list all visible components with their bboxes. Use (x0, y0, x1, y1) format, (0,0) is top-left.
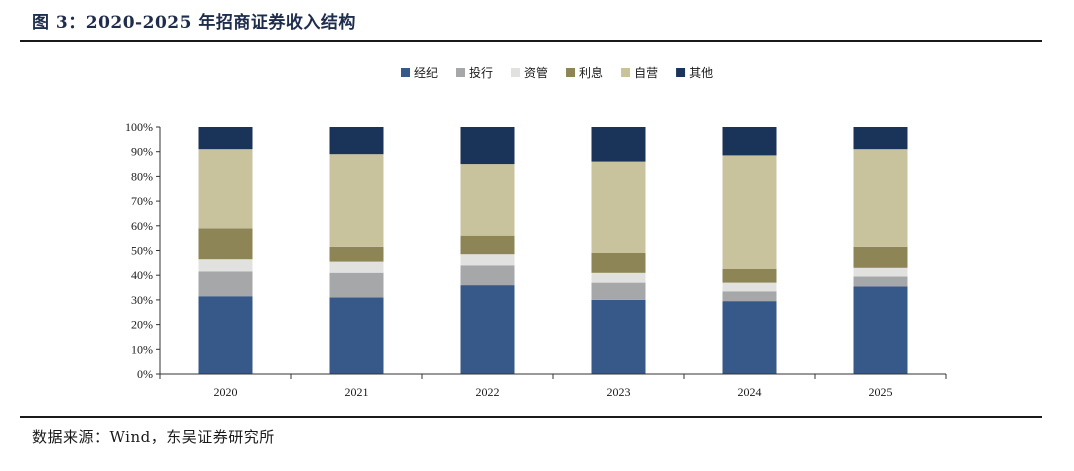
bar-2025-series-4 (853, 149, 908, 247)
legend-label-5: 其他 (689, 66, 713, 80)
bar-2024-series-4 (722, 155, 777, 269)
bar-2022-series-4 (460, 164, 515, 236)
bar-2022-series-3 (460, 235, 515, 255)
bar-2021-series-5 (329, 127, 384, 155)
bar-2020-series-5 (198, 127, 253, 150)
y-axis: 0% 10% 20% 30% 40% 50% 60% 70% 80% 90% 100% (125, 120, 161, 381)
y-tick-label: 40% (131, 268, 153, 282)
y-tick-label: 50% (131, 244, 153, 258)
bar-2021-series-0 (329, 297, 384, 374)
bar-2025-series-3 (853, 246, 908, 268)
y-tick-label: 20% (131, 318, 153, 332)
source-note: 数据来源：Wind，东吴证券研究所 (32, 428, 275, 446)
bar-2025-series-0 (853, 286, 908, 374)
bar-2022-series-5 (460, 127, 515, 165)
bar-2020-series-3 (198, 228, 253, 260)
bottom-rule (20, 416, 1042, 418)
bar-2023-series-3 (591, 253, 646, 273)
legend-label-1: 投行 (469, 65, 493, 80)
x-tick-label: 2020 (214, 385, 238, 399)
legend-swatch-1 (456, 68, 466, 77)
bar-2024-series-5 (722, 127, 777, 156)
legend-label-4: 自营 (634, 66, 658, 80)
bar-2024-series-1 (722, 291, 777, 302)
y-tick-label: 0% (137, 367, 153, 381)
bar-2023-series-2 (591, 272, 646, 283)
legend-label-3: 利息 (579, 65, 603, 80)
y-tick-label: 70% (131, 194, 153, 208)
y-tick-label: 100% (125, 120, 153, 134)
bar-2021-series-1 (329, 272, 384, 298)
x-tick-label: 2022 (476, 385, 500, 399)
top-rule (20, 40, 1042, 42)
bar-2022-series-2 (460, 254, 515, 266)
y-tick-label: 80% (131, 169, 153, 183)
legend-swatch-0 (401, 68, 410, 77)
y-tick-label: 90% (131, 145, 153, 159)
figure-title: 图 3：2020-2025 年招商证券收入结构 (32, 13, 356, 33)
bar-2021-series-2 (329, 261, 384, 273)
x-tick-label: 2021 (345, 385, 369, 399)
legend-label-2: 资管 (524, 65, 548, 80)
y-tick-label: 30% (131, 293, 153, 307)
bar-2020-series-0 (198, 296, 253, 374)
bar-2024-series-2 (722, 282, 777, 292)
bar-2024-series-3 (722, 269, 777, 283)
bar-2020-series-1 (198, 271, 253, 297)
bar-2025-series-5 (853, 127, 908, 150)
chart-bars (198, 127, 908, 374)
legend-label-0: 经纪 (414, 66, 438, 80)
bar-2024-series-0 (722, 301, 777, 374)
bar-2020-series-2 (198, 259, 253, 272)
legend-swatch-4 (621, 68, 631, 77)
chart-legend: 经纪 投行 资管 利息 自营 其他 (401, 65, 713, 80)
y-tick-label: 60% (131, 219, 153, 233)
x-axis: 2020 2021 2022 2023 2024 2025 (159, 373, 947, 399)
bar-2022-series-1 (460, 265, 515, 286)
x-tick-label: 2024 (738, 385, 762, 399)
x-tick-label: 2023 (607, 385, 631, 399)
bar-2022-series-0 (460, 285, 515, 374)
bar-2023-series-0 (591, 299, 646, 374)
legend-swatch-2 (511, 68, 521, 77)
x-tick-label: 2025 (869, 385, 893, 399)
bar-2023-series-1 (591, 282, 646, 300)
bar-2021-series-3 (329, 246, 384, 262)
legend-swatch-5 (676, 68, 686, 77)
bar-2025-series-1 (853, 276, 908, 287)
bar-2023-series-5 (591, 127, 646, 162)
bar-2020-series-4 (198, 149, 253, 229)
bar-2021-series-4 (329, 154, 384, 247)
bar-2025-series-2 (853, 267, 908, 277)
y-tick-label: 10% (131, 342, 153, 356)
bar-2023-series-4 (591, 161, 646, 253)
legend-swatch-3 (566, 68, 576, 77)
